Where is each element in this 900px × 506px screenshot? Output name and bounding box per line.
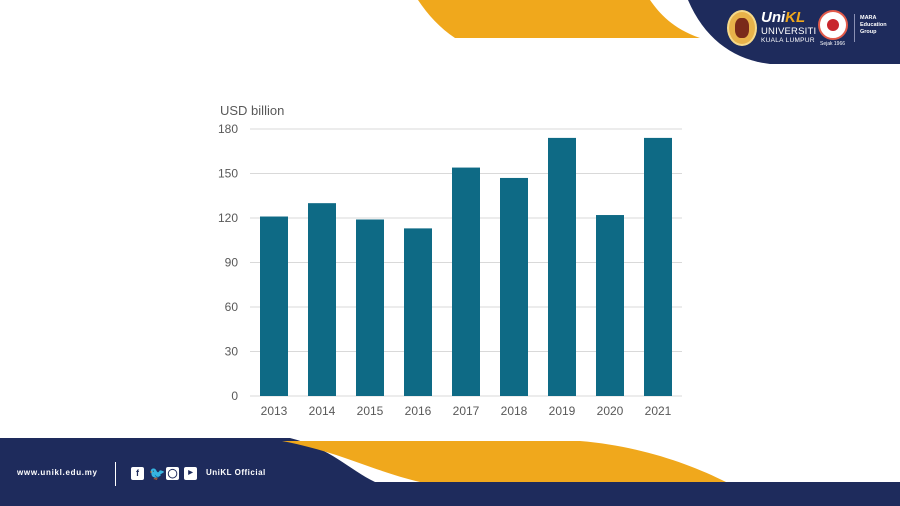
bar-2016 — [404, 228, 432, 396]
y-tick-label: 90 — [225, 256, 239, 270]
y-tick-label: 120 — [218, 211, 238, 225]
twitter-icon[interactable]: 🐦 — [149, 466, 166, 481]
top-gold-swoosh — [418, 0, 700, 38]
unikl-logo-line1: UNIVERSITI — [761, 26, 817, 37]
y-axis-unit-label: USD billion — [220, 103, 284, 118]
bottom-gold-swoosh — [282, 441, 726, 482]
bar-2021 — [644, 137, 672, 396]
unikl-logo-line2: KUALA LUMPUR — [761, 37, 815, 44]
footer-social-handle[interactable]: UniKL Official — [206, 468, 266, 477]
x-tick-label: 2021 — [645, 404, 672, 418]
mara-logo-text: MARA Education Group — [860, 15, 887, 35]
y-tick-label: 60 — [225, 300, 239, 314]
x-tick-label: 2015 — [357, 404, 384, 418]
bar-2015 — [356, 219, 384, 396]
bar-2017 — [452, 167, 480, 396]
youtube-icon[interactable]: ▶ — [184, 467, 197, 480]
bar-2020 — [596, 215, 624, 396]
x-tick-label: 2020 — [597, 404, 624, 418]
x-tick-label: 2018 — [501, 404, 528, 418]
x-tick-label: 2019 — [549, 404, 576, 418]
bar-2013 — [260, 216, 288, 396]
x-tick-label: 2013 — [261, 404, 288, 418]
y-tick-labels: 0 30 60 90 120 150 180 — [218, 122, 238, 403]
footer-divider — [115, 462, 116, 486]
y-tick-label: 30 — [225, 345, 239, 359]
bar-2014 — [308, 203, 336, 396]
unikl-seal-logo — [727, 10, 757, 46]
y-tick-label: 150 — [218, 167, 238, 181]
logo-divider — [854, 14, 855, 42]
bar-2019 — [548, 137, 576, 396]
bottom-navy-band — [0, 438, 900, 506]
mara-seal-logo — [818, 10, 848, 40]
instagram-icon[interactable]: ◯ — [166, 467, 179, 480]
facebook-icon[interactable]: f — [131, 467, 144, 480]
y-tick-label: 180 — [218, 122, 238, 136]
footer-website-link[interactable]: www.unikl.edu.my — [17, 468, 98, 477]
mara-script-text: Sejak 1966 — [820, 41, 846, 47]
unikl-logo-text: UniKL — [761, 9, 806, 26]
y-tick-label: 0 — [231, 389, 238, 403]
x-tick-label: 2014 — [309, 404, 336, 418]
x-tick-labels: 2013 2014 2015 2016 2017 2018 2019 2020 2021 — [261, 404, 672, 418]
bar-2018 — [500, 177, 528, 396]
x-tick-label: 2017 — [453, 404, 480, 418]
bars — [260, 137, 672, 396]
x-tick-label: 2016 — [405, 404, 432, 418]
